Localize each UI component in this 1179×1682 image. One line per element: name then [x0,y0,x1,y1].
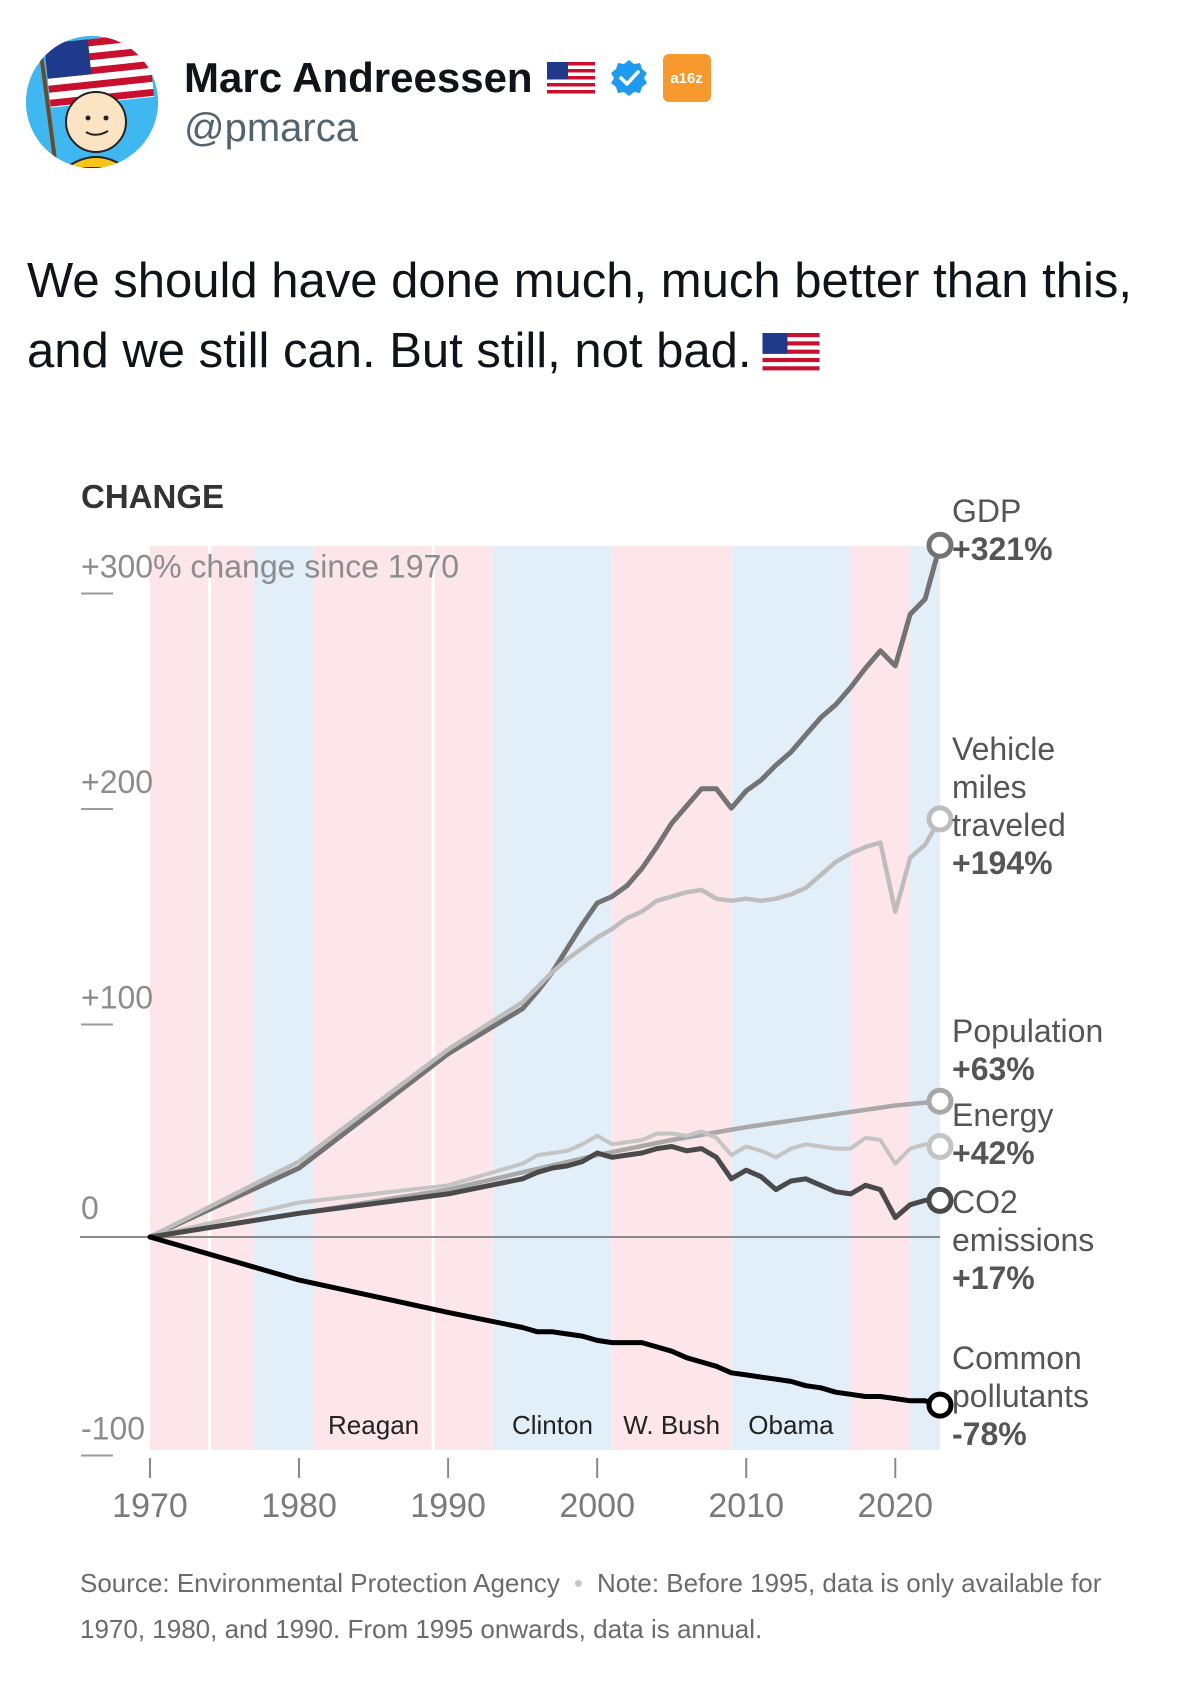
x-tick-label: 2010 [708,1487,784,1525]
author-name[interactable]: Marc Andreessen [184,54,533,101]
president-label: Reagan [328,1410,419,1440]
end-marker-pollutants [926,1391,954,1419]
president-labels: Reagan Clinton W. Bush Obama [328,1410,834,1440]
author-handle[interactable]: @pmarca [184,106,358,150]
presidential-bands [150,546,940,1450]
y-tick-label: +300% change since 1970 [81,549,459,585]
end-marker-gdp [926,531,954,559]
band-r [433,546,493,1450]
y-tick-label: +200 [81,764,153,800]
band-d [910,546,940,1450]
tweet-body: We should have done much, much better th… [27,254,1132,378]
end-marker-co2 [926,1186,954,1214]
affiliate-badge[interactable]: a16z [662,54,711,102]
x-tick-label: 2000 [559,1487,635,1525]
series-label-name: Population [952,1013,1103,1049]
x-tick-label: 1990 [410,1487,486,1525]
us-flag-icon [762,320,820,371]
us-flag-icon [546,62,595,94]
tweet-text: We should have done much, much better th… [27,246,1147,386]
band-r [150,546,210,1450]
series-line-co2 [147,1144,943,1240]
author-name-row: Marc Andreessen a16z [184,50,711,106]
series-line-vmt [147,816,943,1240]
series-label-value: +194% [952,845,1053,881]
avatar[interactable] [26,36,158,168]
separator-dot: • [573,1568,583,1598]
y-tick-label: -100 [81,1411,145,1447]
chart-title: CHANGE [81,478,224,515]
verified-badge-icon[interactable] [609,58,649,98]
series-label-name: miles [952,769,1027,805]
series-label-name: Common [952,1340,1082,1376]
president-label: W. Bush [623,1410,720,1440]
series-end-markers [926,531,954,1419]
y-tick-label: +100 [81,980,153,1016]
series-line-energy [148,1129,942,1239]
series-label-value: +63% [952,1051,1035,1087]
band-d [254,546,314,1450]
series-label-name: pollutants [952,1378,1089,1414]
series-label-name: CO2 [952,1184,1018,1220]
band-d [731,546,851,1450]
x-tick-label: 1980 [261,1487,337,1525]
series-label-value: +17% [952,1260,1035,1296]
band-r [313,546,434,1450]
series-label-name: GDP [952,493,1021,529]
series-label-name: emissions [952,1222,1094,1258]
chart-source: Source: Environmental Protection Agency [80,1568,560,1598]
end-marker-vmt [926,805,954,833]
x-tick-label: 2020 [857,1487,933,1525]
band-d [492,546,613,1450]
chart-svg: +300% change since 1970 +200 +100 0 -100 197… [80,478,1103,1525]
end-marker-population [926,1087,954,1115]
y-axis: +300% change since 1970 +200 +100 0 -100 [81,549,459,1457]
band-r [850,546,911,1450]
series-label-name: Vehicle [952,731,1055,767]
band-r [209,546,255,1450]
series-label-value: +42% [952,1135,1035,1171]
y-tick-label: 0 [81,1190,99,1226]
series-label-value: -78% [952,1416,1027,1452]
series-lines [147,542,943,1408]
chart-footnote: Source: Environmental Protection Agency •… [80,1560,1140,1652]
end-marker-energy [926,1132,954,1160]
series-label-name: Energy [952,1097,1053,1133]
chart-image[interactable]: +300% change since 1970 +200 +100 0 -100 197… [0,430,1179,1682]
series-label-name: traveled [952,807,1066,843]
series-label-value: +321% [952,531,1053,567]
chart-note: Note: Before 1995, data is only availabl… [80,1568,1102,1644]
x-axis: 1970 1980 1990 2000 2010 2020 [112,1458,933,1525]
president-label: Clinton [512,1410,593,1440]
series-line-pollutants [147,1234,943,1408]
band-r [612,546,732,1450]
president-label: Obama [748,1410,834,1440]
x-tick-label: 1970 [112,1487,188,1525]
